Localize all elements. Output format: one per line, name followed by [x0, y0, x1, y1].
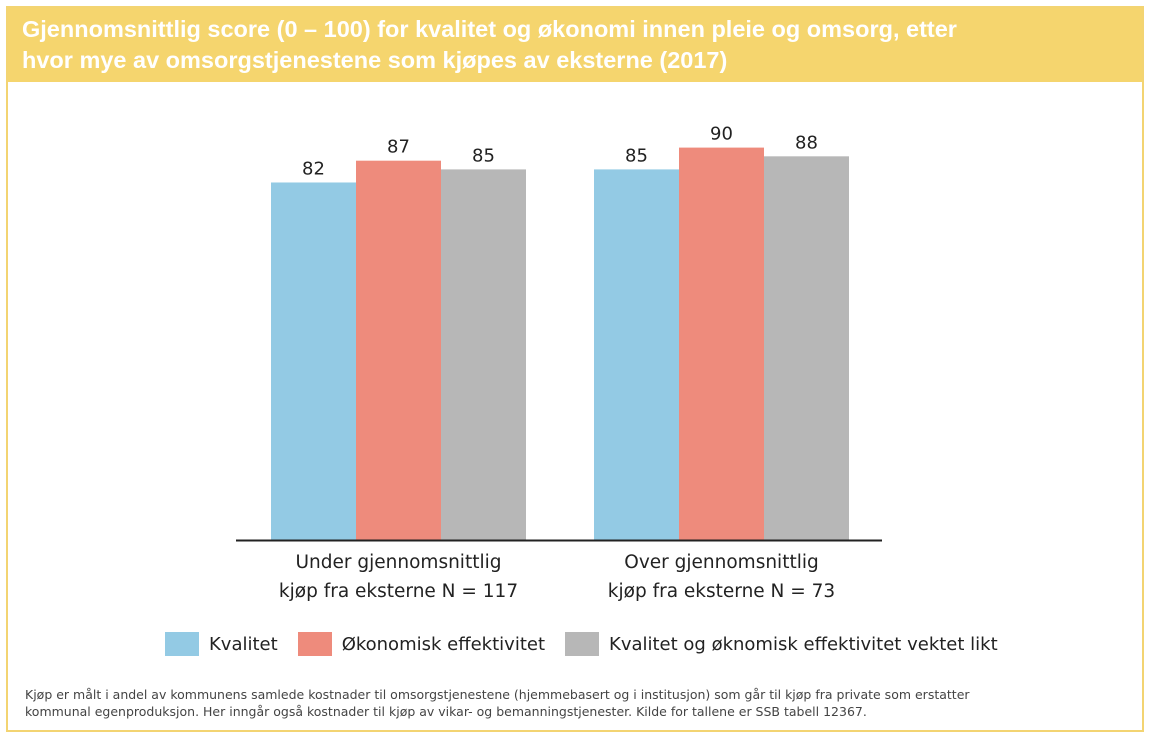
- legend-label-okonomisk: Økonomisk effektivitet: [341, 633, 546, 655]
- chart-frame: Gjennomsnittlig score (0 – 100) for kval…: [6, 6, 1144, 732]
- bar: [271, 182, 356, 541]
- bar: [679, 147, 764, 540]
- legend-item-vektet: Kvalitet og øknomisk effektivitet vektet…: [565, 632, 998, 656]
- title-bar: Gjennomsnittlig score (0 – 100) for kval…: [8, 8, 1142, 82]
- x-tick-label: Under gjennomsnittlig: [296, 552, 502, 573]
- bar: [764, 156, 849, 540]
- legend-label-vektet: Kvalitet og øknomisk effektivitet vektet…: [609, 633, 998, 655]
- data-label: 82: [302, 158, 325, 179]
- data-label: 90: [710, 124, 733, 145]
- footnote-line-2: kommunal egenproduksjon. Her inngår også…: [25, 704, 867, 719]
- legend-swatch-kvalitet: [165, 632, 199, 656]
- legend-swatch-vektet: [565, 632, 600, 656]
- x-tick-label: Over gjennomsnittlig: [624, 552, 818, 573]
- legend-label-kvalitet: Kvalitet: [209, 633, 278, 655]
- legend-item-kvalitet: Kvalitet: [165, 632, 278, 656]
- data-label: 88: [795, 132, 818, 153]
- data-label: 85: [625, 145, 648, 166]
- x-tick-label: kjøp fra eksterne N = 73: [608, 581, 835, 602]
- footnote-line-1: Kjøp er målt i andel av kommunens samled…: [25, 687, 970, 702]
- legend-item-okonomisk: Økonomisk effektivitet: [297, 632, 546, 656]
- legend-swatch-okonomisk: [297, 632, 332, 656]
- x-tick-label: kjøp fra eksterne N = 117: [279, 581, 518, 602]
- data-label: 85: [472, 145, 495, 166]
- footnote: Kjøp er målt i andel av kommunens samled…: [25, 686, 1125, 720]
- data-label: 87: [387, 137, 410, 158]
- bar: [441, 169, 526, 540]
- chart-title: Gjennomsnittlig score (0 – 100) for kval…: [22, 16, 957, 73]
- bar: [594, 169, 679, 540]
- legend: Kvalitet Økonomisk effektivitet Kvalitet…: [165, 630, 1018, 658]
- bar: [356, 160, 441, 540]
